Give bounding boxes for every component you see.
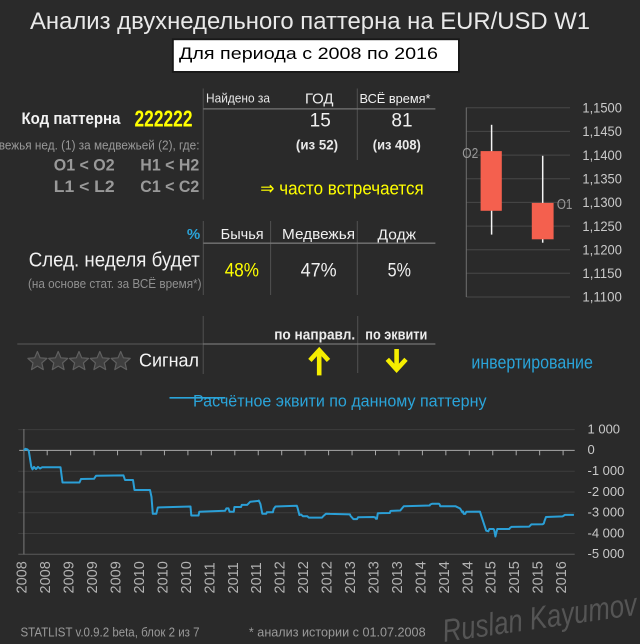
svg-text:След. неделя будет: След. неделя будет xyxy=(29,249,200,271)
svg-text:Найдено за: Найдено за xyxy=(206,91,271,106)
svg-text:2009: 2009 xyxy=(85,561,101,593)
svg-text:48%: 48% xyxy=(225,260,259,282)
svg-text:H1 < H2: H1 < H2 xyxy=(140,157,199,175)
svg-text:2015: 2015 xyxy=(507,561,523,593)
svg-text:2009: 2009 xyxy=(62,561,78,593)
svg-text:2012: 2012 xyxy=(296,561,312,593)
svg-text:-1 000: -1 000 xyxy=(588,463,625,478)
svg-text:5%: 5% xyxy=(388,260,411,282)
svg-text:O2: O2 xyxy=(462,146,478,162)
svg-text:2014: 2014 xyxy=(437,561,453,593)
svg-text:2013: 2013 xyxy=(343,561,359,593)
svg-text:2009: 2009 xyxy=(109,561,125,593)
svg-text:2010: 2010 xyxy=(179,561,195,593)
svg-text:Бычья: Бычья xyxy=(221,227,264,243)
svg-text:1,1400: 1,1400 xyxy=(582,148,622,163)
svg-text:15: 15 xyxy=(310,110,331,131)
svg-text:0: 0 xyxy=(588,442,595,457)
svg-text:1,1250: 1,1250 xyxy=(582,219,622,234)
svg-text:(из 52): (из 52) xyxy=(296,136,338,152)
svg-text:47%: 47% xyxy=(301,260,337,282)
svg-text:-4 000: -4 000 xyxy=(588,525,625,540)
svg-text:2013: 2013 xyxy=(390,561,406,593)
svg-text:STATLIST v.0.9.2 beta, блок 2: STATLIST v.0.9.2 beta, блок 2 из 7 xyxy=(21,624,200,639)
svg-text:по эквити: по эквити xyxy=(365,327,427,344)
svg-text:(из 408): (из 408) xyxy=(373,136,421,152)
svg-text:1,1150: 1,1150 xyxy=(582,266,622,281)
svg-text:222222: 222222 xyxy=(135,106,193,132)
svg-text:2011: 2011 xyxy=(202,562,218,593)
svg-text:1,1200: 1,1200 xyxy=(582,242,622,257)
svg-text:⇒ часто встречается: ⇒ часто встречается xyxy=(260,177,423,198)
svg-text:81: 81 xyxy=(391,110,412,131)
svg-text:2010: 2010 xyxy=(132,561,148,593)
svg-text:Сигнал: Сигнал xyxy=(139,351,199,371)
svg-text:* анализ истории с 01.07.2008: * анализ истории с 01.07.2008 xyxy=(249,624,426,639)
svg-text:ГОД: ГОД xyxy=(305,91,334,108)
svg-text:Анализ двухнедельного паттерна: Анализ двухнедельного паттерна на EUR/US… xyxy=(30,8,590,35)
svg-text:(на основе стат. за ВСЁ время*: (на основе стат. за ВСЁ время*) xyxy=(28,276,202,291)
svg-text:C1 < C2: C1 < C2 xyxy=(140,178,199,196)
svg-text:Додж: Додж xyxy=(378,227,417,243)
svg-text:2014: 2014 xyxy=(460,561,476,593)
svg-text:инвертирование: инвертирование xyxy=(471,352,593,372)
svg-text:1,1300: 1,1300 xyxy=(582,195,622,210)
svg-text:Для периода с 2008 по 2016: Для периода с 2008 по 2016 xyxy=(179,45,438,63)
svg-text:2013: 2013 xyxy=(367,561,383,593)
svg-text:L1 < L2: L1 < L2 xyxy=(54,178,115,196)
svg-text:O1: O1 xyxy=(557,197,573,213)
svg-text:2008: 2008 xyxy=(15,561,31,593)
svg-text:1,1100: 1,1100 xyxy=(582,290,622,305)
svg-text:медвежья нед. (1) за медвежьей: медвежья нед. (1) за медвежьей (2), где: xyxy=(0,138,200,152)
svg-text:-2 000: -2 000 xyxy=(588,484,625,499)
svg-text:2011: 2011 xyxy=(226,562,242,593)
svg-text:2010: 2010 xyxy=(155,561,171,593)
svg-text:2012: 2012 xyxy=(320,561,336,593)
svg-text:2015: 2015 xyxy=(531,561,547,593)
svg-text:2011: 2011 xyxy=(249,562,265,593)
svg-text:-5 000: -5 000 xyxy=(588,546,625,561)
svg-text:2016: 2016 xyxy=(554,561,570,593)
svg-text:-3 000: -3 000 xyxy=(588,505,625,520)
svg-text:1,1500: 1,1500 xyxy=(582,101,622,116)
svg-text:по направл.: по направл. xyxy=(274,327,355,344)
svg-text:2012: 2012 xyxy=(273,561,289,593)
svg-text:2014: 2014 xyxy=(413,561,429,593)
svg-text:Медвежья: Медвежья xyxy=(282,227,355,243)
svg-text:1 000: 1 000 xyxy=(588,421,621,436)
svg-text:Расчётное эквити по данному па: Расчётное эквити по данному паттерну xyxy=(193,392,487,411)
svg-text:2015: 2015 xyxy=(484,561,500,593)
svg-text:O1 < O2: O1 < O2 xyxy=(54,157,115,175)
svg-text:1,1450: 1,1450 xyxy=(582,124,622,139)
svg-text:ВСЁ время*: ВСЁ время* xyxy=(360,91,431,106)
svg-text:%: % xyxy=(187,226,200,243)
svg-text:1,1350: 1,1350 xyxy=(582,171,622,186)
svg-text:2008: 2008 xyxy=(38,561,54,593)
svg-text:Код паттерна: Код паттерна xyxy=(22,110,122,128)
